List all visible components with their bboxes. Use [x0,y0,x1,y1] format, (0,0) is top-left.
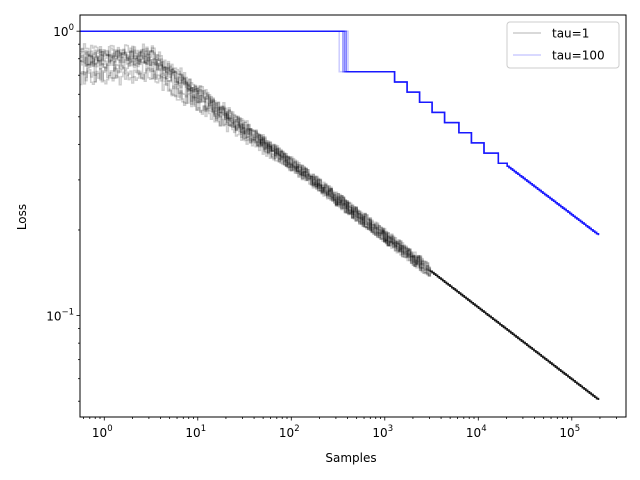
legend-box [506,21,620,69]
series-line-tau-1-run-8 [80,46,600,400]
series-line-tau-1-run-2 [80,55,600,400]
series-line-tau-100-run-10 [80,30,600,236]
series-line-tau-100-run-7 [80,30,600,236]
y-tick-label-0: 100 [53,23,74,39]
x-tick-label-2: 102 [279,424,300,440]
x-tick-label-4: 104 [466,424,487,440]
legend: tau=1 tau=100 [506,21,620,69]
y-tick-label-1: 10−1 [46,308,74,324]
series-layer [80,30,600,400]
series-line-tau-1-run-4 [80,50,600,400]
x-tick-label-5: 105 [559,424,580,440]
series-line-tau-1-run-10 [80,49,600,400]
series-line-tau-1-run-1 [80,43,600,400]
series-line-tau-1-run-9 [80,59,600,400]
series-line-tau-1-run-5 [80,53,600,400]
series-line-tau-100-run-1 [80,30,600,236]
tick-layer: 100 101 102 103 104 105 100 10−1 [46,23,617,440]
series-line-tau-100-run-4 [80,30,600,236]
legend-label-tau-100: tau=100 [552,49,605,63]
series-line-tau-1-run-6 [80,48,600,400]
series-line-tau-100-run-9 [80,30,600,236]
series-line-tau-100-run-3 [80,30,600,236]
series-line-tau-100-run-8 [80,30,600,236]
x-axis-label: Samples [325,451,376,465]
series-line-tau-100-run-6 [80,30,600,236]
x-tick-label-1: 101 [185,424,206,440]
series-line-tau-100-run-2 [80,30,600,236]
x-tick-label-3: 103 [372,424,393,440]
axes-frame [79,14,627,418]
plot-area [80,15,626,417]
series-line-tau-1-run-7 [80,66,600,400]
y-axis-label: Loss [15,204,29,230]
legend-label-tau-1: tau=1 [552,27,589,41]
series-line-tau-1-run-3 [80,70,600,400]
series-line-tau-100-run-5 [80,30,600,236]
x-tick-label-0: 100 [92,424,113,440]
